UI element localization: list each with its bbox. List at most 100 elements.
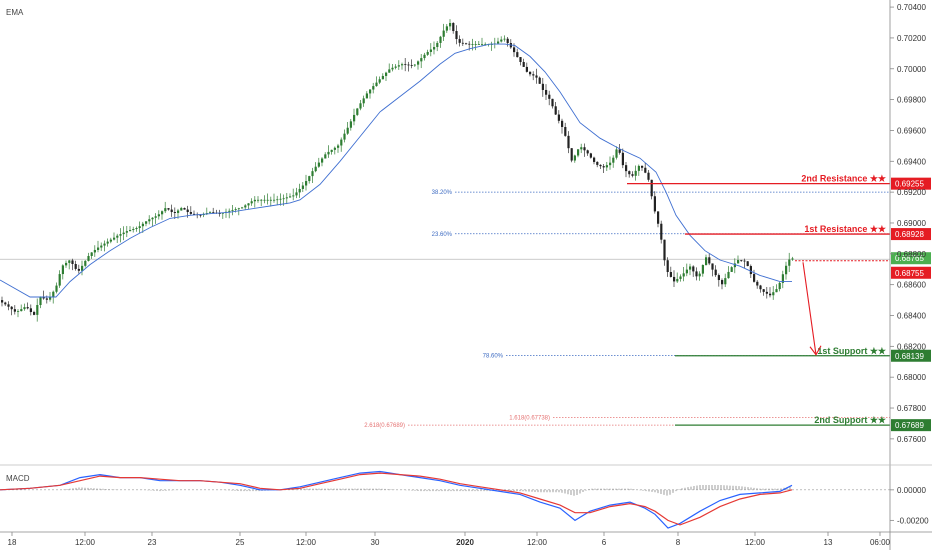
projection-arrow-line <box>802 262 817 355</box>
support-resistance-levels: 2nd Resistance ★★ 0.69255 1st Resistance ★… <box>627 174 931 432</box>
candle-body <box>666 260 669 273</box>
candle-body <box>253 199 256 202</box>
candle-body <box>714 269 717 276</box>
candle-body <box>39 297 42 306</box>
candle-body <box>321 158 324 163</box>
candle-body <box>234 209 237 210</box>
candle-body <box>279 198 282 200</box>
price-series <box>1 19 794 322</box>
candle-body <box>292 195 295 197</box>
candle-body <box>708 257 711 264</box>
candle-body <box>765 291 768 294</box>
candle-body <box>356 108 359 115</box>
candle-body <box>772 292 775 296</box>
projection-arrow <box>802 262 822 356</box>
fib-level-label: 38.20% <box>432 190 453 196</box>
candle-body <box>340 139 343 146</box>
level-price-value: 0.69255 <box>895 180 924 189</box>
candle-body <box>295 192 298 196</box>
candle-body <box>90 252 93 256</box>
candle-body <box>164 208 167 212</box>
candle-body <box>26 307 29 309</box>
candle-body <box>733 263 736 268</box>
price-tick-label: 0.69200 <box>897 188 926 197</box>
candle-body <box>372 86 375 90</box>
candle-body <box>385 72 388 76</box>
candle-body <box>218 213 221 214</box>
candle-body <box>52 291 55 297</box>
time-tick-label: 30 <box>371 538 380 547</box>
candle-body <box>244 205 247 208</box>
candle-body <box>106 241 109 244</box>
candle-body <box>605 165 608 168</box>
ema-line <box>0 43 792 298</box>
candle-body <box>148 219 151 222</box>
candle-body <box>330 149 333 152</box>
candle-body <box>644 167 647 173</box>
candle-body <box>663 239 666 261</box>
candle-body <box>221 212 224 214</box>
candle-body <box>289 196 292 198</box>
candle-body <box>689 266 692 270</box>
candle-body <box>781 274 784 283</box>
candle-body <box>660 223 663 240</box>
candle-body <box>650 179 653 197</box>
candle-body <box>746 261 749 267</box>
candle-body <box>551 98 554 107</box>
candle-body <box>759 285 762 290</box>
candle-body <box>68 260 71 263</box>
time-tick-label: 8 <box>676 538 681 547</box>
candle-body <box>682 273 685 277</box>
price-tick-label: 0.68000 <box>897 373 926 382</box>
candle-body <box>698 273 701 277</box>
candle-body <box>317 162 320 167</box>
candle-body <box>298 188 301 193</box>
fib-level-label: 2.618(0.67689) <box>364 423 405 429</box>
level-price-value: 0.67689 <box>895 421 924 430</box>
candle-body <box>4 302 7 305</box>
macd-tick-label: -0.00200 <box>897 516 929 525</box>
candle-body <box>324 154 327 159</box>
candle-body <box>365 93 368 99</box>
candle-body <box>65 262 68 266</box>
candle-body <box>228 210 231 212</box>
candle-body <box>452 23 455 32</box>
candle-body <box>685 269 688 274</box>
candle-body <box>637 165 640 171</box>
candle-body <box>231 209 234 211</box>
candle-body <box>100 245 103 248</box>
fib-level-label: 1.618(0.67738) <box>509 416 550 422</box>
projection-arrow-head <box>809 345 822 356</box>
candle-body <box>676 278 679 282</box>
candle-body <box>327 151 330 155</box>
level-price-value: 0.68928 <box>895 230 924 239</box>
candle-body <box>13 309 16 312</box>
candle-body <box>737 260 740 264</box>
candle-body <box>1 300 4 303</box>
candle-body <box>564 126 567 136</box>
candle-body <box>257 199 260 201</box>
candle-body <box>570 148 573 161</box>
macd-panel <box>0 470 890 529</box>
candle-body <box>145 221 148 224</box>
candle-body <box>282 198 285 200</box>
candle-body <box>138 226 141 229</box>
time-tick-label: 23 <box>148 538 157 547</box>
candle-body <box>561 120 564 127</box>
candle-body <box>497 41 500 44</box>
candle-body <box>173 212 176 213</box>
time-tick-label: 12:00 <box>527 538 548 547</box>
candle-body <box>717 275 720 281</box>
candle-body <box>394 66 397 68</box>
candle-body <box>641 165 644 168</box>
candle-body <box>474 44 477 45</box>
candle-body <box>183 208 186 210</box>
candle-body <box>269 199 272 201</box>
level-price-tag <box>891 349 931 362</box>
price-tick-label: 0.69000 <box>897 219 926 228</box>
candle-body <box>429 49 432 52</box>
candle-body <box>333 147 336 150</box>
candle-body <box>263 199 266 201</box>
candle-body <box>151 217 154 220</box>
